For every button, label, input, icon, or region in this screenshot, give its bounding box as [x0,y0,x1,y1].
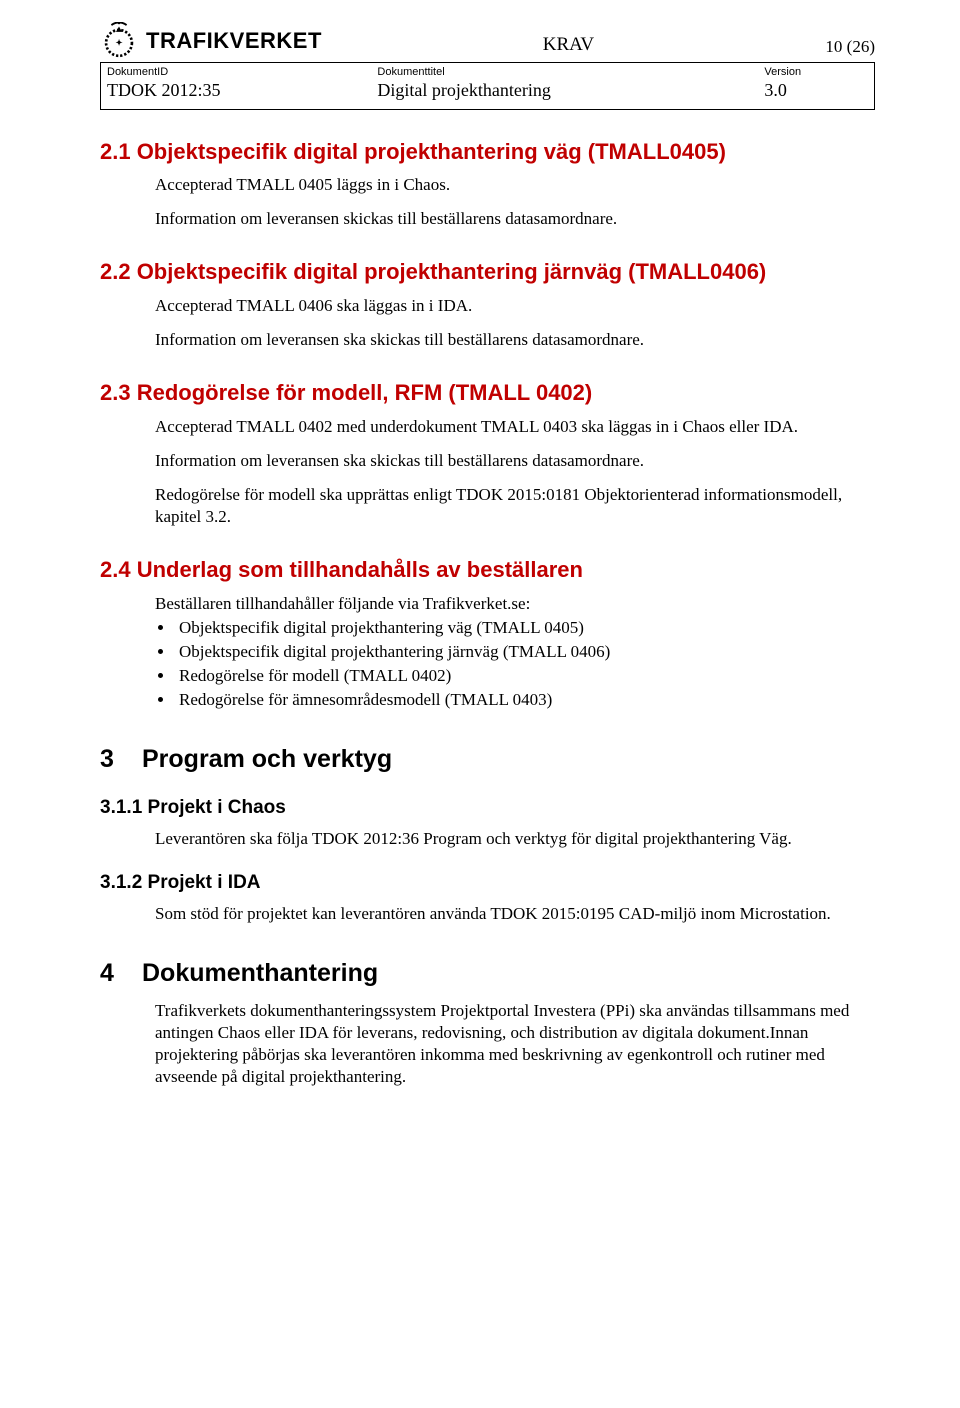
trafikverket-logo-icon: ✦ [100,22,138,60]
logo: ✦ TRAFIKVERKET [100,22,322,60]
meta-title-label: Dokumenttitel [377,65,752,79]
page-indicator: 10 (26) [815,36,875,60]
svg-text:✦: ✦ [116,38,123,48]
heading-num: 4 [100,957,142,990]
heading-text: Dokumenthantering [142,959,378,987]
meta-title-value: Digital projekthantering [377,80,550,100]
meta-version-label: Version [764,65,868,79]
list-item: Redogörelse för modell (TMALL 0402) [175,665,875,687]
paragraph: Information om leveransen ska skickas ti… [155,329,875,351]
bullet-list: Objektspecifik digital projekthantering … [175,617,875,711]
meta-id-label: DokumentID [107,65,365,79]
paragraph: Som stöd för projektet kan leverantören … [155,903,875,925]
paragraph: Beställaren tillhandahåller följande via… [155,593,875,615]
list-item: Objektspecifik digital projekthantering … [175,641,875,663]
paragraph: Trafikverkets dokumenthanteringssystem P… [155,1000,875,1088]
paragraph: Information om leveransen ska skickas ti… [155,450,875,472]
heading-2-4: 2.4 Underlag som tillhandahålls av bestä… [100,556,875,585]
heading-text: Program och verktyg [142,745,392,773]
metadata-table: DokumentID TDOK 2012:35 Dokumenttitel Di… [100,62,875,110]
paragraph: Information om leveransen skickas till b… [155,208,875,230]
paragraph: Leverantören ska följa TDOK 2012:36 Prog… [155,828,875,850]
heading-2-2: 2.2 Objektspecifik digital projekthanter… [100,258,875,287]
document-header: ✦ TRAFIKVERKET KRAV 10 (26) [100,22,875,60]
heading-num: 3 [100,743,142,776]
heading-3: 3Program och verktyg [100,743,875,776]
paragraph: Redogörelse för modell ska upprättas enl… [155,484,875,528]
logo-text: TRAFIKVERKET [146,27,322,56]
heading-3-1-2: 3.1.2 Projekt i IDA [100,871,875,896]
heading-2-1: 2.1 Objektspecifik digital projekthanter… [100,138,875,167]
list-item: Redogörelse för ämnesområdesmodell (TMAL… [175,689,875,711]
paragraph: Accepterad TMALL 0402 med underdokument … [155,416,875,438]
heading-2-3: 2.3 Redogörelse för modell, RFM (TMALL 0… [100,379,875,408]
paragraph: Accepterad TMALL 0405 läggs in i Chaos. [155,174,875,196]
meta-version-value: 3.0 [764,80,787,100]
paragraph: Accepterad TMALL 0406 ska läggas in i ID… [155,295,875,317]
heading-4: 4Dokumenthantering [100,957,875,990]
list-item: Objektspecifik digital projekthantering … [175,617,875,639]
meta-id-value: TDOK 2012:35 [107,80,221,100]
heading-3-1-1: 3.1.1 Projekt i Chaos [100,796,875,821]
doc-type-label: KRAV [322,33,815,60]
